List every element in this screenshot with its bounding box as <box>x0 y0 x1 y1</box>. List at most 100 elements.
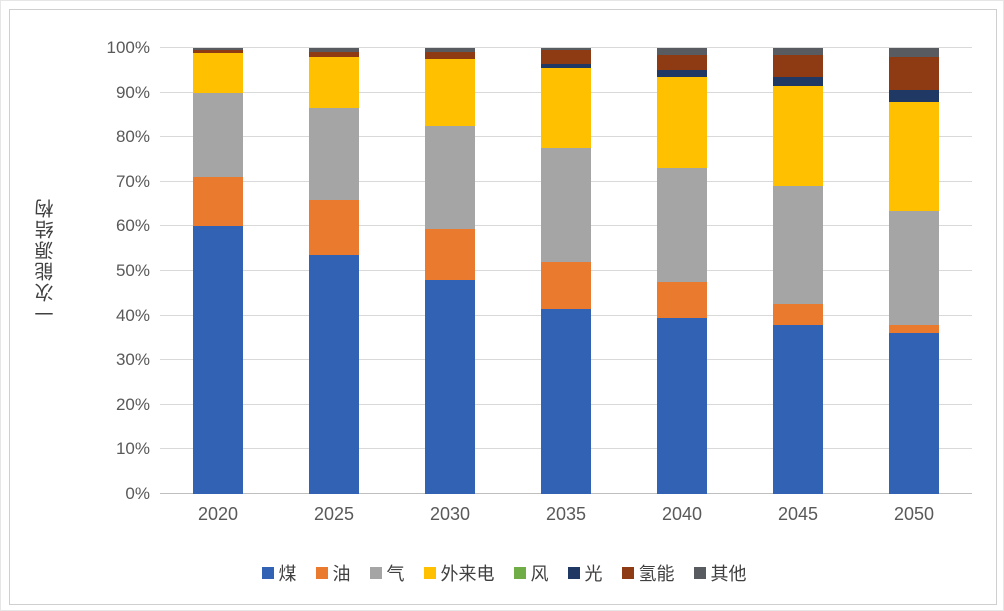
legend-item-外来电: 外来电 <box>423 560 495 586</box>
segment-2030-气 <box>425 126 475 229</box>
segment-2040-煤 <box>657 317 707 494</box>
legend-label-油: 油 <box>332 564 351 584</box>
stacked-bar-2020 <box>193 48 243 494</box>
segment-2035-煤 <box>541 308 591 494</box>
chart-plot-frame: 一次能源结构 0% 10% 20% 30% 40% 50% 60% 70% 80% 90% 100%… <box>9 9 997 605</box>
segment-2050-油 <box>889 324 939 334</box>
segment-2050-煤 <box>889 333 939 494</box>
segment-2035-光 <box>541 63 591 69</box>
segment-2020-其他 <box>193 48 243 51</box>
legend-item-煤: 煤 <box>261 560 297 586</box>
y-tick-label-10: 10% <box>115 439 150 459</box>
segment-2045-其他 <box>773 48 823 55</box>
segment-2035-外来电 <box>541 68 591 149</box>
y-tick-label-60: 60% <box>115 216 150 236</box>
segment-2050-外来电 <box>889 101 939 211</box>
segment-2035-气 <box>541 148 591 263</box>
segment-2025-氢能 <box>309 52 359 57</box>
y-tick-label-20: 20% <box>115 394 150 414</box>
segment-2020-煤 <box>193 226 243 494</box>
segment-2040-外来电 <box>657 77 707 169</box>
segment-2040-气 <box>657 168 707 283</box>
segment-2040-其他 <box>657 48 707 55</box>
stacked-bar-2035 <box>541 48 591 494</box>
segment-2030-氢能 <box>425 52 475 60</box>
legend-swatch-煤 <box>261 567 274 579</box>
y-tick-label-0: 0% <box>125 484 150 503</box>
legend-item-光: 光 <box>567 560 603 586</box>
stacked-bar-2025 <box>309 48 359 494</box>
segment-2045-油 <box>773 304 823 325</box>
legend-item-其他: 其他 <box>693 560 747 586</box>
legend-swatch-风 <box>513 567 526 579</box>
y-tick-label-40: 40% <box>115 305 150 325</box>
y-tick-label-30: 30% <box>115 350 150 370</box>
bar-column-2035 <box>508 48 624 494</box>
legend-swatch-光 <box>567 567 580 579</box>
segment-2025-油 <box>309 199 359 256</box>
segment-2025-其他 <box>309 48 359 53</box>
bar-column-2050 <box>856 48 972 494</box>
y-axis-title: 一次能源结构 <box>35 197 57 323</box>
segment-2045-煤 <box>773 324 823 494</box>
segment-2045-气 <box>773 186 823 305</box>
bar-column-2020 <box>160 48 276 494</box>
segment-2020-油 <box>193 177 243 227</box>
stacked-bar-2050 <box>889 48 939 494</box>
stacked-bar-2045 <box>773 48 823 494</box>
legend-swatch-油 <box>315 567 328 579</box>
plot-area <box>160 47 972 494</box>
segment-2030-煤 <box>425 279 475 494</box>
legend-swatch-外来电 <box>423 567 436 579</box>
legend-label-风: 风 <box>530 564 549 584</box>
legend-label-其他: 其他 <box>710 564 747 584</box>
legend-swatch-其他 <box>693 567 706 579</box>
y-tick-label-70: 70% <box>115 171 150 191</box>
segment-2020-气 <box>193 92 243 178</box>
legend-label-煤: 煤 <box>278 564 297 584</box>
segment-2020-氢能 <box>193 50 243 53</box>
segment-2040-氢能 <box>657 54 707 71</box>
y-tick-label-90: 90% <box>115 82 150 102</box>
legend-label-光: 光 <box>584 564 603 584</box>
segment-2020-外来电 <box>193 52 243 93</box>
segment-2045-光 <box>773 77 823 86</box>
segment-2030-油 <box>425 228 475 280</box>
y-axis-tick-labels: 0% 10% 20% 30% 40% 50% 60% 70% 80% 90% 100% <box>70 38 150 503</box>
segment-2050-其他 <box>889 48 939 57</box>
stacked-bar-2030 <box>425 48 475 494</box>
segment-2025-气 <box>309 108 359 200</box>
segment-2030-外来电 <box>425 59 475 127</box>
bar-column-2040 <box>624 48 740 494</box>
x-tick-label-2050: 2050 <box>893 504 935 524</box>
legend-item-油: 油 <box>315 560 351 586</box>
y-tick-label-100: 100% <box>106 38 150 57</box>
segment-2040-油 <box>657 282 707 318</box>
legend-label-外来电: 外来电 <box>440 564 495 584</box>
x-tick-label-2020: 2020 <box>197 504 239 524</box>
legend-item-风: 风 <box>513 560 549 586</box>
segment-2040-光 <box>657 70 707 78</box>
segment-2030-其他 <box>425 48 475 53</box>
x-axis-tick-labels: 2020 2025 2030 2035 2040 2045 2050 <box>160 504 972 532</box>
segment-2025-煤 <box>309 255 359 494</box>
bar-column-2045 <box>740 48 856 494</box>
legend-item-氢能: 氢能 <box>621 560 675 586</box>
y-tick-label-80: 80% <box>115 127 150 147</box>
bar-column-2030 <box>392 48 508 494</box>
x-tick-label-2035: 2035 <box>545 504 587 524</box>
legend-label-氢能: 氢能 <box>638 564 675 584</box>
segment-2035-氢能 <box>541 50 591 64</box>
bars-container <box>160 48 972 494</box>
gridline-100 <box>160 47 972 48</box>
legend-item-气: 气 <box>369 560 405 586</box>
x-tick-label-2045: 2045 <box>777 504 819 524</box>
segment-2050-光 <box>889 90 939 102</box>
segment-2050-氢能 <box>889 56 939 91</box>
bar-column-2025 <box>276 48 392 494</box>
y-tick-label-50: 50% <box>115 261 150 280</box>
legend-label-气: 气 <box>386 564 405 584</box>
segment-2035-油 <box>541 262 591 309</box>
legend: 煤 油 气 外来电 风 光 氢能 其他 <box>10 558 998 588</box>
